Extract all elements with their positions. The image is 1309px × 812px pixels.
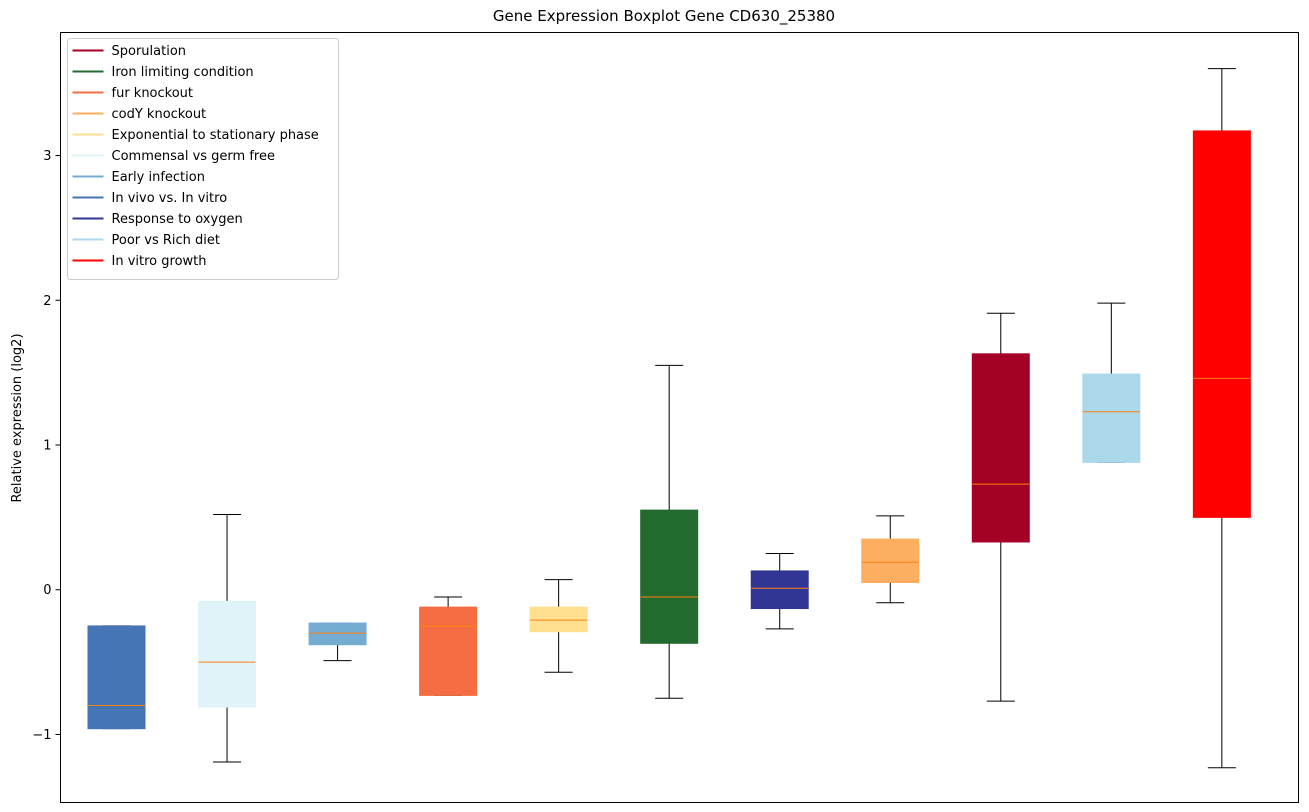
box-early-infection xyxy=(308,622,367,662)
legend-frame xyxy=(67,38,339,280)
legend-entry-label: Poor vs Rich diet xyxy=(112,233,220,248)
iqr-box xyxy=(1192,130,1251,518)
y-tick-label: 3 xyxy=(43,149,51,164)
iqr-box xyxy=(1082,373,1141,463)
y-axis-label: Relative expression (log2) xyxy=(10,333,25,502)
y-tick-label: −1 xyxy=(32,728,51,743)
legend: Sporulation Iron limiting condition fur kn… xyxy=(67,38,339,280)
legend-entry-label: Response to oxygen xyxy=(112,212,243,227)
box-cody-knockout xyxy=(861,515,920,604)
plot-area: −1 0 1 2 3 xyxy=(32,68,1251,769)
box-fur-knockout xyxy=(419,596,478,696)
iqr-box xyxy=(640,509,699,644)
iqr-box xyxy=(861,538,920,583)
box-poor-vs-rich-diet xyxy=(1082,302,1141,463)
legend-entry-label: In vivo vs. In vitro xyxy=(112,191,228,206)
legend-entry-label: Exponential to stationary phase xyxy=(112,128,319,143)
iqr-box xyxy=(529,606,588,633)
legend-entry-label: codY knockout xyxy=(112,107,207,122)
box-response-to-oxygen xyxy=(750,553,809,630)
legend-entry-label: fur knockout xyxy=(112,86,194,101)
iqr-box xyxy=(198,600,257,708)
iqr-box xyxy=(308,622,367,646)
iqr-box xyxy=(971,353,1030,543)
chart-title: Gene Expression Boxplot Gene CD630_25380 xyxy=(493,7,835,26)
y-tick-label: 2 xyxy=(43,294,51,309)
legend-entry-label: In vitro growth xyxy=(112,254,207,269)
box-commensal-vs-germ-free xyxy=(198,513,257,763)
y-tick-label: 1 xyxy=(43,439,51,454)
iqr-box xyxy=(419,606,478,696)
iqr-box xyxy=(87,625,146,730)
plot-frame xyxy=(60,32,1299,803)
legend-entry-label: Commensal vs germ free xyxy=(112,149,275,164)
y-tick-label: 0 xyxy=(43,583,51,598)
box-iron-limiting-condition xyxy=(640,364,699,699)
legend-entry-label: Sporulation xyxy=(112,44,187,59)
legend-entry-label: Iron limiting condition xyxy=(112,65,254,80)
box-in-vitro-growth xyxy=(1192,68,1251,769)
legend-entry-label: Early infection xyxy=(112,170,205,185)
iqr-box xyxy=(750,570,809,610)
box-sporulation xyxy=(971,312,1030,702)
box-in-vivo-vs-in-vitro xyxy=(87,625,146,730)
box-exponential-to-stationary-phase xyxy=(529,579,588,673)
